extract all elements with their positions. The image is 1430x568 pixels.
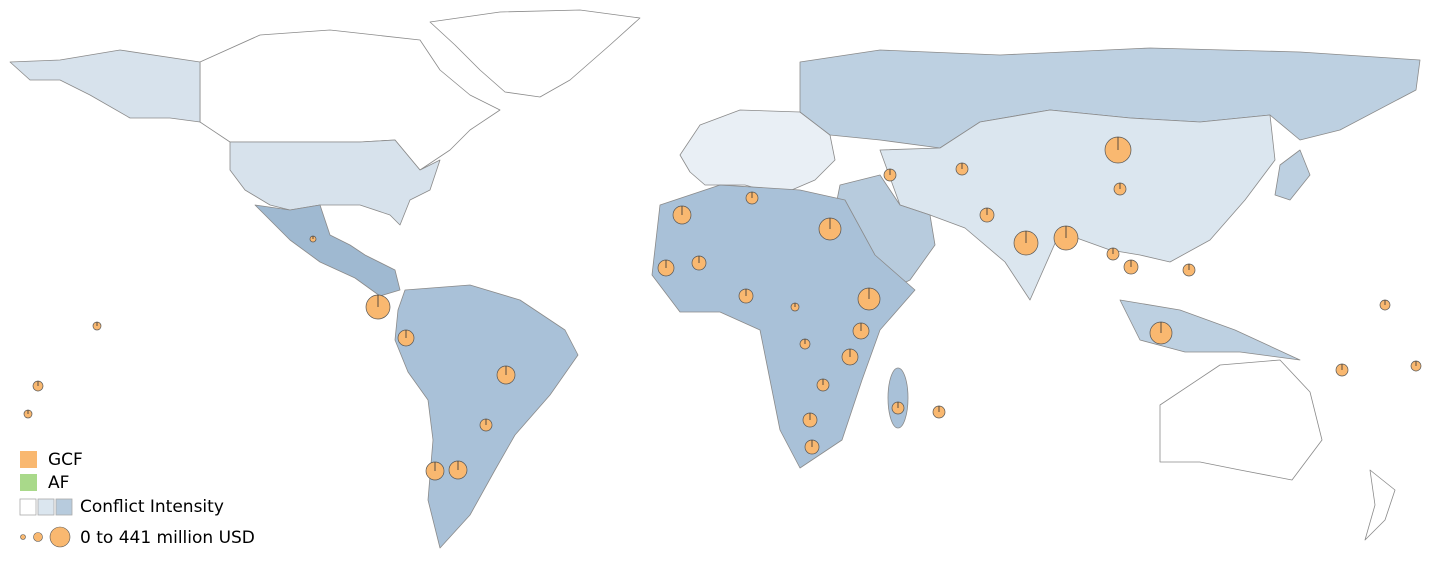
asia (879, 109, 1276, 301)
australia (1159, 359, 1323, 481)
legend: GCF AF Conflict Intensity 0 to 441 milli… (19, 450, 255, 548)
greenland (429, 9, 641, 98)
legend-label: AF (48, 473, 69, 493)
size-key (33, 532, 43, 542)
size-key (49, 526, 71, 548)
japan (1274, 149, 1311, 201)
alaska (9, 49, 201, 123)
southeast-asia-islands (1119, 299, 1301, 361)
legend-label: 0 to 441 million USD (80, 528, 255, 548)
conflict-swatch (19, 498, 37, 516)
legend-label: GCF (48, 450, 83, 470)
legend-swatch (20, 474, 37, 491)
conflict-swatch (55, 498, 73, 516)
europe (679, 109, 836, 196)
funding-circles (23, 136, 1422, 481)
land (9, 9, 1421, 549)
size-key (20, 534, 26, 540)
africa (651, 184, 916, 469)
south-america (394, 284, 579, 549)
legend-swatch (20, 451, 37, 468)
new-zealand (1364, 469, 1396, 541)
madagascar (887, 367, 909, 429)
legend-label: Conflict Intensity (80, 497, 224, 517)
conflict-swatches (19, 498, 73, 516)
usa (229, 139, 441, 226)
conflict-swatch (37, 498, 55, 516)
central-america (254, 204, 401, 297)
